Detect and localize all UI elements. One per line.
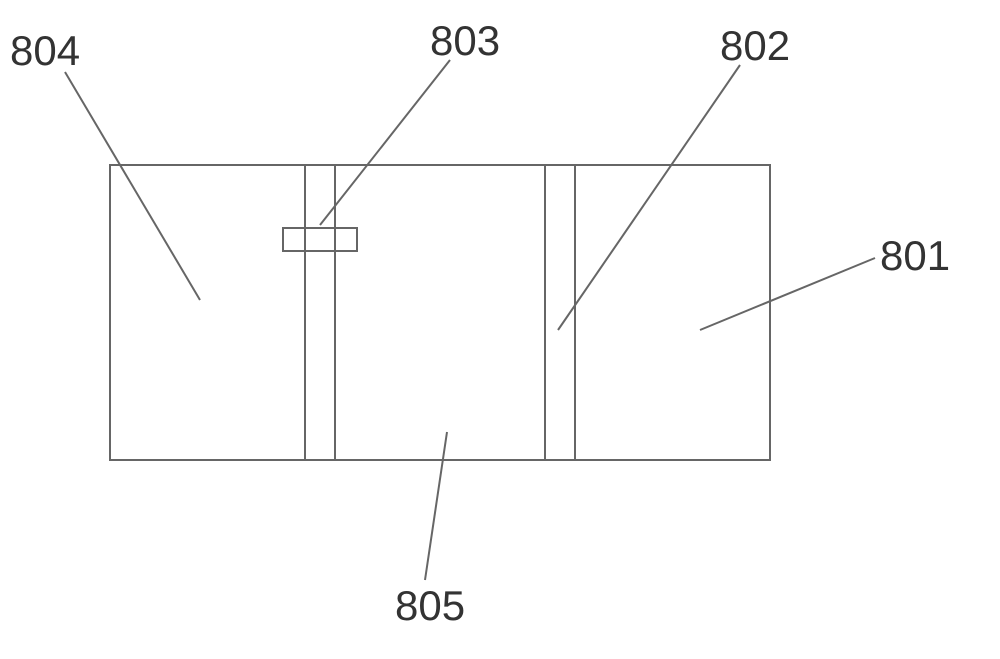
leader-802 [558, 65, 740, 330]
label-804: 804 [10, 27, 80, 74]
label-805: 805 [395, 582, 465, 629]
leader-805 [425, 432, 447, 580]
vertical-bar-left [305, 165, 335, 460]
leader-801 [700, 258, 875, 330]
small-rect-803 [283, 228, 357, 251]
label-802: 802 [720, 22, 790, 69]
leader-804 [65, 72, 200, 300]
label-803: 803 [430, 17, 500, 64]
leader-803 [320, 60, 450, 225]
label-801: 801 [880, 232, 950, 279]
outer-box [110, 165, 770, 460]
